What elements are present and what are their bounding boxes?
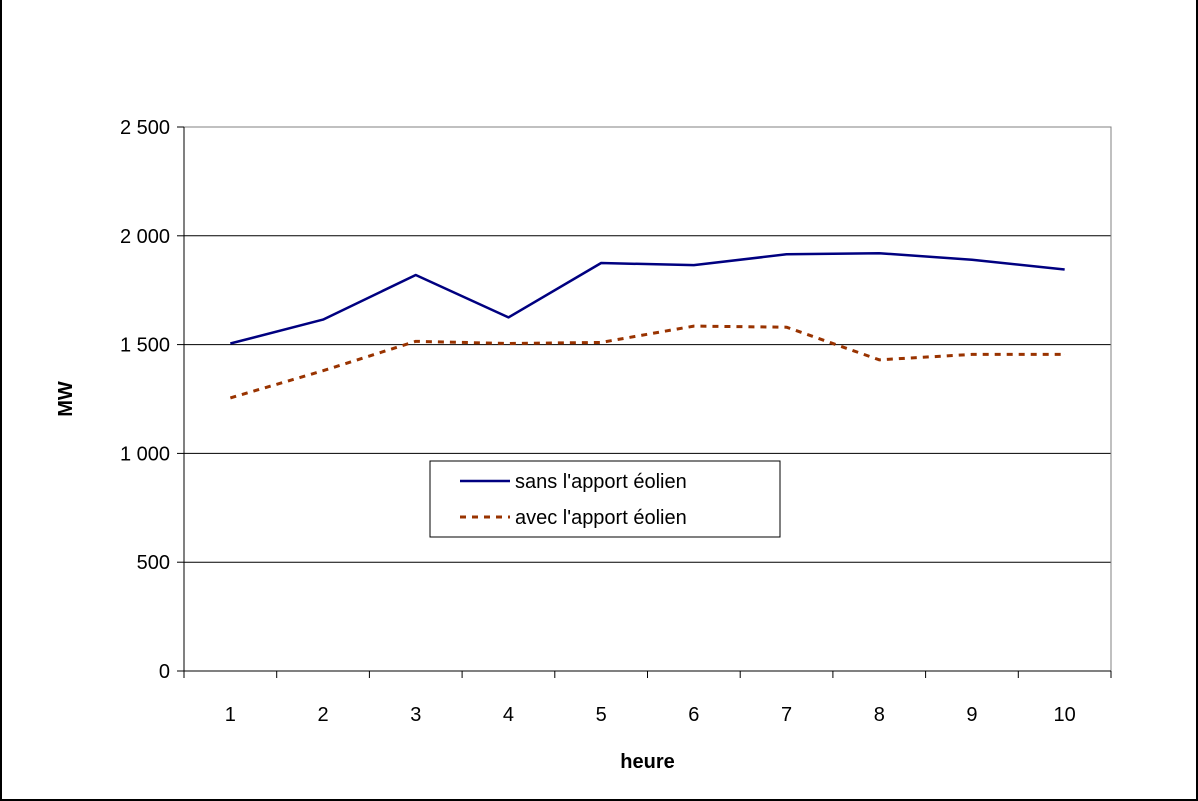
x-tick-label: 2 [317,704,328,726]
axes [183,127,1111,672]
x-tick-label: 10 [1054,704,1076,726]
y-tick-label: 500 [137,552,170,574]
x-tick-label: 5 [596,704,607,726]
x-tick-label: 8 [874,704,885,726]
legend-box [429,460,781,538]
series-lines [229,251,1065,400]
y-axis-label: MW [55,381,77,417]
x-axis-label: heure [620,751,674,773]
x-tick-label: 3 [410,704,421,726]
x-tick-label: 4 [503,704,514,726]
x-axis-ticks: 1 2 3 4 5 6 7 8 9 10 [183,671,1112,726]
y-axis-ticks: 0 500 1 000 1 500 2 000 2 500 [120,117,184,683]
legend: sans l'apport éolien avec l'apport éolien [429,460,781,538]
series-line-2 [229,324,1065,400]
plot-area-border [183,126,1112,672]
x-tick-label: 7 [781,704,792,726]
y-tick-label: 0 [159,661,170,683]
legend-label-1: sans l'apport éolien [515,471,687,493]
series-line-1 [230,251,1065,345]
y-tick-label: 1 000 [120,443,170,465]
x-tick-label: 6 [688,704,699,726]
legend-label-2: avec l'apport éolien [515,507,687,529]
y-tick-label: 1 500 [120,335,170,357]
y-tick-label: 2 500 [120,117,170,139]
x-tick-label: 9 [966,704,977,726]
y-tick-label: 2 000 [120,226,170,248]
x-tick-label: 1 [225,704,236,726]
